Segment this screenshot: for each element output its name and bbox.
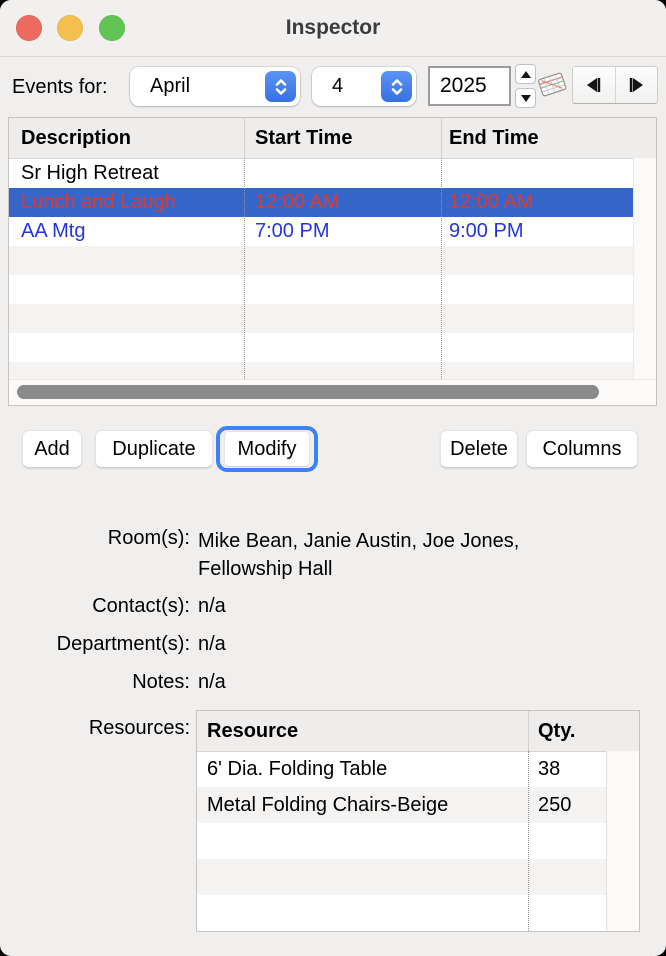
event-description: AA Mtg [21, 220, 86, 242]
notes-value: n/a [198, 671, 226, 693]
vertical-scrollbar-track [606, 751, 639, 931]
day-select-value: 4 [332, 75, 344, 97]
events-for-label: Events for: [12, 76, 108, 98]
column-header-description[interactable]: Description [21, 127, 132, 149]
minimize-button[interactable] [57, 15, 83, 41]
month-select-value: April [150, 75, 191, 97]
close-button[interactable] [16, 15, 42, 41]
event-description: Sr High Retreat [21, 162, 159, 184]
column-divider [528, 711, 529, 751]
empty-row [197, 895, 606, 931]
year-stepper-up[interactable] [515, 64, 536, 84]
column-header-resource: Resource [207, 720, 299, 742]
stepper-down-icon [520, 94, 531, 102]
add-button[interactable]: Add [22, 430, 82, 468]
column-divider-dotted [441, 158, 442, 381]
event-start-time: 12:00 AM [255, 191, 340, 213]
empty-row [197, 823, 606, 859]
window-title: Inspector [285, 16, 381, 39]
event-row[interactable]: AA Mtg 7:00 PM 9:00 PM [9, 217, 633, 246]
horizontal-scrollbar [9, 379, 656, 405]
empty-row [9, 246, 633, 275]
contacts-label: Contact(s): [92, 595, 190, 617]
day-select[interactable]: 4 [312, 67, 416, 106]
resources-label: Resources: [88, 717, 190, 739]
resource-qty: 38 [538, 758, 561, 780]
empty-row [197, 859, 606, 895]
horizontal-scrollbar-thumb[interactable] [17, 385, 599, 399]
modify-focus-ring [216, 426, 318, 472]
empty-row [9, 333, 633, 362]
resource-name: 6' Dia. Folding Table [207, 758, 388, 780]
resources-table: Resource Qty. 6' Dia. Folding Table 38 M… [196, 710, 640, 932]
columns-button[interactable]: Columns [526, 430, 638, 468]
resource-row[interactable]: Metal Folding Chairs-Beige 250 [197, 787, 606, 823]
departments-value: n/a [198, 633, 226, 655]
event-end-time: 12:00 AM [449, 191, 534, 213]
step-backward-icon [586, 78, 600, 92]
next-day-button[interactable] [616, 67, 658, 103]
zoom-button[interactable] [99, 15, 125, 41]
day-nav-control [572, 66, 658, 104]
events-table-header: Description Start Time End Time [9, 118, 656, 159]
vertical-scrollbar-track [633, 158, 656, 381]
title-bar: Inspector [0, 0, 666, 57]
empty-row [9, 304, 633, 333]
resource-row[interactable]: 6' Dia. Folding Table 38 [197, 751, 606, 787]
events-table: Description Start Time End Time Sr High … [8, 117, 657, 406]
step-forward-icon [630, 78, 644, 92]
year-stepper-down[interactable] [515, 88, 536, 108]
event-description: Lunch and Laugh [21, 191, 176, 213]
departments-label: Department(s): [56, 633, 190, 655]
column-header-qty: Qty. [538, 720, 576, 742]
resource-name: Metal Folding Chairs-Beige [207, 794, 449, 816]
column-divider [441, 118, 442, 158]
year-input[interactable]: 2025 [428, 66, 511, 106]
event-start-time: 7:00 PM [255, 220, 330, 242]
column-header-start-time[interactable]: Start Time [255, 127, 353, 149]
chevron-up-down-icon [265, 71, 296, 102]
event-row-selected[interactable]: Lunch and Laugh 12:00 AM 12:00 AM [9, 188, 633, 217]
chevron-up-down-icon [381, 71, 412, 102]
notes-label: Notes: [132, 671, 190, 693]
column-header-end-time[interactable]: End Time [449, 127, 539, 149]
column-divider-dotted [244, 158, 245, 381]
resources-table-header: Resource Qty. [197, 711, 639, 752]
empty-row [9, 275, 633, 304]
empty-row [9, 362, 633, 381]
event-row[interactable]: Sr High Retreat [9, 159, 633, 188]
stepper-up-icon [520, 70, 531, 78]
column-divider [244, 118, 245, 158]
delete-button[interactable]: Delete [440, 430, 518, 468]
contacts-value: n/a [198, 595, 226, 617]
year-stepper [515, 64, 536, 108]
calendar-icon [538, 72, 567, 97]
previous-day-button[interactable] [573, 67, 616, 103]
calendar-picker-button[interactable] [536, 68, 568, 100]
modify-button[interactable]: Modify [224, 431, 310, 467]
duplicate-button[interactable]: Duplicate [95, 430, 213, 468]
rooms-label: Room(s): [107, 527, 190, 549]
event-end-time: 9:00 PM [449, 220, 524, 242]
resource-qty: 250 [538, 794, 572, 816]
column-divider-dotted [528, 751, 529, 931]
rooms-value: Mike Bean, Janie Austin, Joe Jones, Fell… [198, 530, 520, 580]
month-select[interactable]: April [130, 67, 300, 106]
